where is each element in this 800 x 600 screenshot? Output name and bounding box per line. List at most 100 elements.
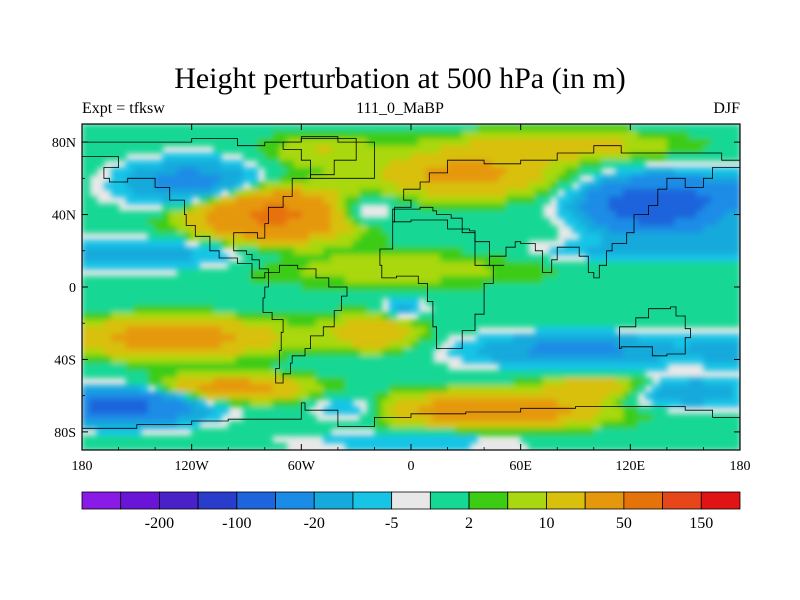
field-cell	[652, 363, 661, 371]
field-cell	[191, 435, 200, 444]
field-cell	[542, 174, 551, 183]
field-cell	[125, 276, 134, 284]
field-cell	[586, 312, 595, 321]
field-cell	[725, 392, 734, 400]
field-cell	[440, 225, 449, 234]
field-cell	[220, 297, 229, 306]
field-cell	[403, 305, 412, 313]
field-cell	[89, 131, 98, 140]
field-cell	[462, 341, 471, 350]
field-cell	[535, 124, 544, 132]
field-cell	[498, 254, 507, 263]
field-cell	[535, 268, 544, 277]
field-cell	[264, 225, 273, 234]
field-cell	[198, 435, 207, 444]
field-cell	[315, 290, 324, 299]
field-cell	[352, 406, 361, 415]
field-cell	[432, 167, 441, 176]
field-cell	[718, 174, 726, 183]
field-cell	[198, 363, 207, 371]
field-cell	[264, 305, 273, 313]
field-cell	[184, 196, 193, 205]
field-cell	[220, 181, 229, 190]
field-cell	[586, 239, 595, 248]
colorbar-swatch	[429, 491, 470, 510]
field-cell	[111, 218, 120, 227]
field-cell	[462, 174, 471, 183]
field-cell	[169, 392, 178, 400]
field-cell	[542, 276, 551, 284]
field-cell	[725, 210, 734, 219]
field-cell	[440, 363, 449, 371]
field-cell	[264, 341, 273, 350]
field-cell	[623, 392, 631, 400]
field-cell	[623, 160, 631, 169]
field-cell	[359, 363, 368, 371]
field-cell	[162, 406, 171, 415]
field-cell	[403, 145, 412, 154]
field-cell	[345, 268, 354, 277]
field-cell	[681, 283, 690, 292]
field-cell	[169, 399, 178, 408]
field-cell	[103, 334, 112, 342]
field-cell	[198, 196, 207, 205]
field-cell	[286, 406, 295, 415]
field-cell	[177, 276, 185, 284]
field-cell	[396, 428, 405, 437]
field-cell	[608, 181, 617, 190]
field-cell	[425, 413, 434, 422]
field-cell	[579, 326, 588, 335]
field-cell	[308, 254, 317, 263]
field-cell	[688, 218, 697, 227]
field-cell	[557, 276, 566, 284]
field-cell	[549, 406, 558, 415]
field-cell	[213, 203, 222, 212]
field-cell	[89, 254, 98, 263]
field-cell	[520, 355, 529, 364]
field-cell	[367, 247, 376, 255]
field-cell	[593, 428, 602, 437]
field-cell	[454, 297, 463, 306]
field-cell	[564, 268, 573, 277]
field-cell	[133, 297, 142, 306]
field-cell	[155, 290, 164, 299]
field-cell	[696, 348, 705, 357]
field-cell	[527, 261, 536, 270]
field-cell	[579, 167, 588, 176]
season-label: DJF	[713, 100, 740, 117]
field-cell	[513, 363, 522, 371]
field-cell	[718, 225, 726, 234]
field-cell	[498, 210, 507, 219]
field-cell	[659, 167, 668, 176]
field-cell	[228, 348, 237, 357]
field-cell	[374, 290, 383, 299]
field-cell	[571, 377, 580, 386]
field-cell	[220, 283, 229, 292]
field-cell	[666, 392, 675, 400]
field-cell	[454, 276, 463, 284]
field-cell	[652, 152, 661, 161]
field-cell	[652, 435, 661, 444]
field-cell	[403, 225, 412, 234]
field-cell	[140, 399, 149, 408]
field-cell	[242, 363, 251, 371]
field-cell	[696, 218, 705, 227]
field-cell	[213, 370, 222, 379]
field-cell	[710, 435, 719, 444]
field-cell	[623, 283, 631, 292]
field-cell	[308, 225, 317, 234]
field-cell	[447, 399, 456, 408]
field-cell	[403, 268, 412, 277]
field-cell	[718, 384, 726, 393]
field-cell	[352, 384, 361, 393]
field-cell	[162, 435, 171, 444]
field-cell	[330, 297, 339, 306]
field-cell	[82, 239, 90, 248]
field-cell	[520, 218, 529, 227]
field-cell	[140, 435, 149, 444]
field-cell	[593, 442, 602, 450]
field-cell	[579, 160, 588, 169]
field-cell	[213, 428, 222, 437]
field-cell	[184, 203, 193, 212]
field-cell	[118, 124, 127, 132]
